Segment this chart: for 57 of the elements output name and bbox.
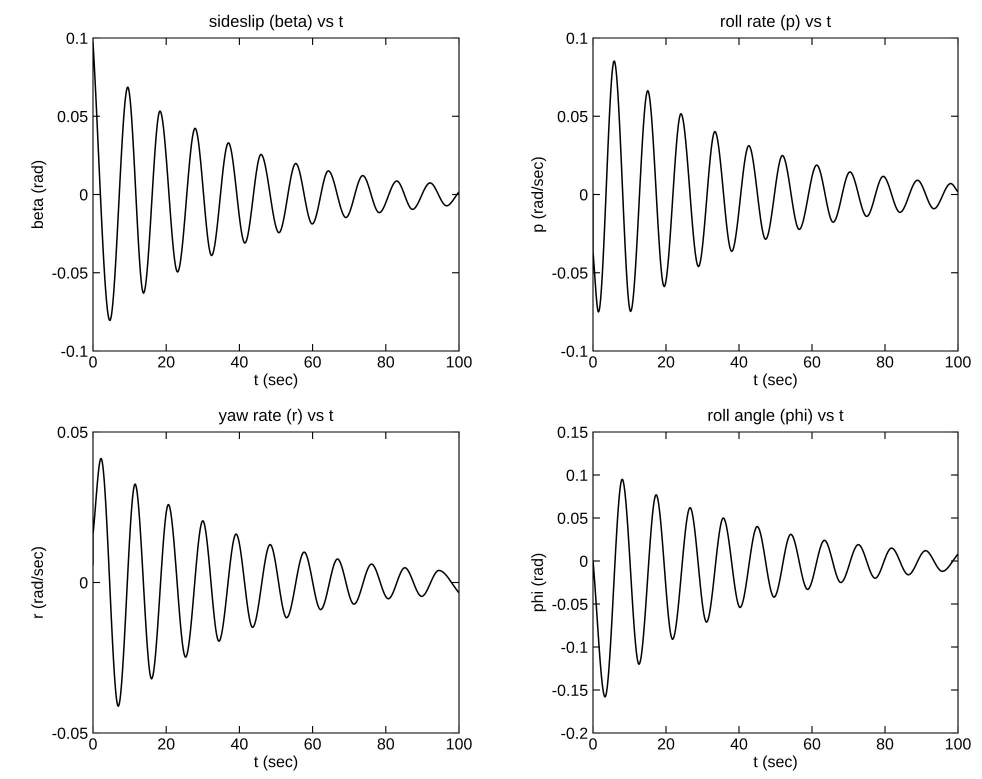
x-axis-title: t (sec) (754, 374, 797, 388)
y-tick-label: 0.05 (558, 110, 588, 122)
x-tick-label: 20 (658, 356, 674, 368)
y-tick-label: 0.1 (566, 470, 588, 481)
x-tick-label: 40 (230, 738, 248, 750)
y-tick-label: -0.1 (561, 642, 588, 653)
x-axis-title: t (sec) (254, 374, 298, 388)
y-tick-label: -0.05 (552, 267, 588, 279)
chart-title: yaw rate (r) vs t (218, 408, 334, 424)
x-tick-label: 80 (876, 738, 894, 750)
x-tick-label: 20 (158, 738, 174, 750)
y-tick-label: 0.05 (558, 512, 588, 524)
x-tick-label: 40 (730, 356, 748, 368)
x-tick-label: 80 (876, 356, 894, 368)
y-tick-label: 0.05 (58, 426, 88, 438)
y-tick-label: -0.05 (52, 267, 88, 279)
y-axis-title: beta (rad) (31, 160, 46, 228)
y-tick-label: -0.2 (561, 728, 588, 739)
y-tick-label: -0.1 (61, 346, 88, 357)
x-axis-title: t (sec) (754, 756, 797, 770)
y-axis-title: phi (rad) (531, 554, 546, 612)
y-tick-label: 0 (580, 189, 588, 200)
x-tick-label: 0 (89, 356, 97, 368)
x-tick-label: 0 (589, 738, 597, 750)
y-tick-label: -0.15 (552, 684, 588, 696)
y-axis-title: p (rad/sec) (531, 157, 546, 232)
x-tick-label: 40 (230, 356, 248, 368)
x-tick-label: 60 (804, 738, 820, 750)
y-tick-label: -0.05 (552, 598, 588, 610)
x-tick-label: 100 (946, 356, 971, 368)
y-tick-label: 0.05 (58, 110, 88, 122)
y-tick-label: 0 (80, 189, 88, 200)
y-tick-label: -0.05 (52, 728, 88, 739)
x-tick-label: 20 (658, 738, 674, 750)
y-tick-label: 0.15 (558, 426, 588, 438)
x-tick-label: 100 (446, 738, 472, 750)
chart-title: roll angle (phi) vs t (708, 408, 844, 424)
y-tick-label: -0.1 (561, 346, 588, 357)
chart-title: roll rate (p) vs t (721, 14, 831, 30)
y-tick-label: 0.1 (66, 32, 88, 44)
x-tick-label: 80 (378, 738, 394, 750)
x-tick-label: 60 (304, 356, 321, 368)
x-tick-label: 40 (730, 738, 748, 750)
y-tick-label: 0 (80, 577, 88, 588)
x-tick-label: 0 (89, 738, 97, 750)
chart-title: sideslip (beta) vs t (209, 14, 344, 30)
x-tick-label: 20 (158, 356, 174, 368)
x-tick-label: 60 (804, 356, 820, 368)
x-tick-label: 100 (446, 356, 472, 368)
x-tick-label: 60 (304, 738, 321, 750)
y-axis-title: r (rad/sec) (31, 547, 46, 618)
y-tick-label: 0.1 (566, 32, 588, 44)
x-tick-label: 0 (589, 356, 597, 368)
x-tick-label: 100 (946, 738, 971, 750)
y-tick-label: 0 (580, 556, 588, 567)
x-axis-title: t (sec) (254, 756, 298, 770)
x-tick-label: 80 (378, 356, 394, 368)
